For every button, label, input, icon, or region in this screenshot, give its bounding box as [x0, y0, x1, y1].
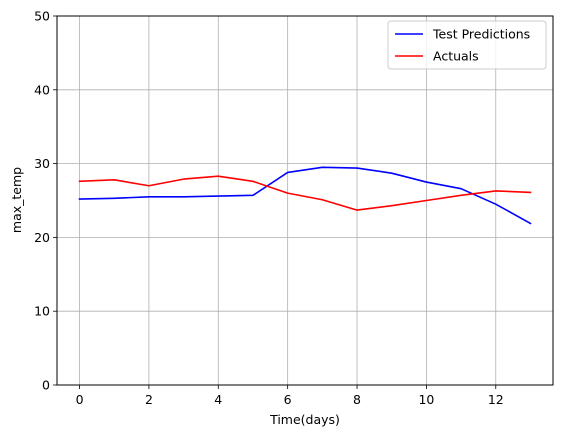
legend: Test Predictions Actuals [387, 20, 547, 70]
series-lines [78, 166, 532, 225]
x-tick-label: 0 [76, 392, 84, 407]
y-tick-label: 40 [34, 82, 50, 97]
x-tick-label: 6 [284, 392, 292, 407]
y-tick-label: 30 [34, 156, 50, 171]
y-tick-label: 50 [34, 9, 50, 24]
plot-frame [56, 15, 554, 386]
legend-box [387, 20, 547, 70]
x-tick-label: 2 [145, 392, 153, 407]
x-tick-label: 10 [418, 392, 434, 407]
y-tick-label: 10 [34, 304, 50, 319]
y-tick-label: 20 [34, 230, 50, 245]
x-tick-label: 4 [214, 392, 222, 407]
x-tick-label: 8 [353, 392, 361, 407]
legend-label-test-predictions: Test Predictions [432, 27, 530, 42]
legend-label-actuals: Actuals [433, 49, 479, 64]
x-tick-label: 12 [488, 392, 504, 407]
x-axis-ticks: 0 2 4 6 8 10 12 [76, 385, 504, 407]
x-axis-label: Time(days) [269, 412, 340, 427]
series-line-test-predictions [78, 166, 532, 225]
y-axis-ticks: 0 10 20 30 40 50 [34, 9, 57, 393]
y-tick-label: 0 [42, 378, 50, 393]
y-axis-label: max_temp [9, 167, 24, 233]
series-line-actuals [78, 175, 532, 211]
